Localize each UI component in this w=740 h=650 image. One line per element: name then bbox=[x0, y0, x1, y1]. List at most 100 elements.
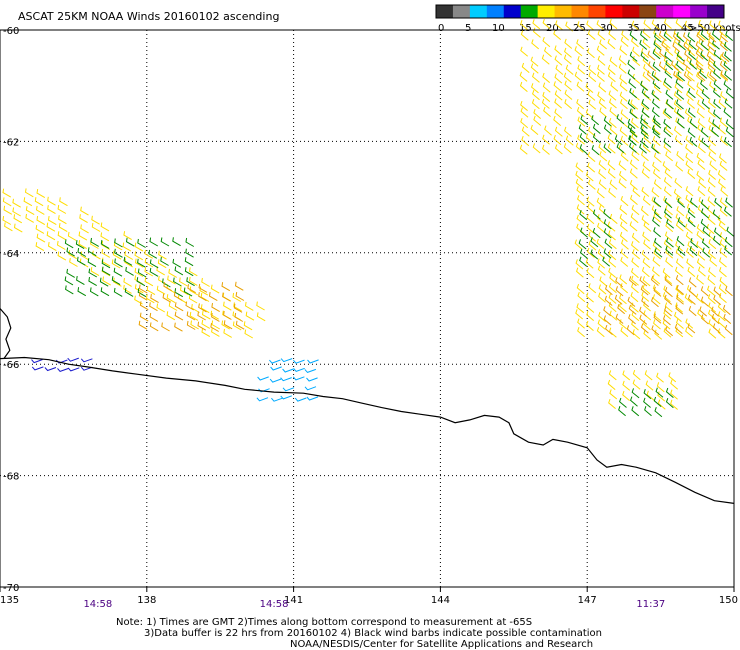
wind-barb bbox=[699, 68, 708, 79]
wind-barb bbox=[696, 31, 705, 42]
wind-barb bbox=[609, 179, 618, 190]
wind-barb bbox=[575, 309, 584, 320]
wind-barb bbox=[200, 292, 210, 302]
wind-barb bbox=[604, 238, 613, 249]
wind-barb bbox=[609, 310, 618, 321]
wind-barb bbox=[687, 266, 696, 277]
wind-barb bbox=[699, 306, 708, 317]
wind-barb bbox=[641, 249, 650, 261]
wind-barb bbox=[542, 36, 551, 48]
wind-barb bbox=[235, 292, 245, 301]
wind-barb bbox=[676, 60, 684, 71]
wind-barb bbox=[588, 126, 596, 137]
wind-barb bbox=[597, 214, 606, 225]
wind-barb bbox=[609, 389, 618, 400]
wind-barb bbox=[663, 31, 672, 42]
wind-barb bbox=[642, 161, 651, 172]
wind-barb bbox=[695, 60, 704, 71]
wind-barb bbox=[608, 249, 617, 261]
wind-barb bbox=[113, 267, 123, 277]
wind-barb bbox=[280, 377, 292, 382]
wind-barb bbox=[713, 295, 722, 306]
wind-barb bbox=[697, 70, 706, 82]
wind-barb bbox=[697, 30, 706, 41]
wind-barb bbox=[78, 240, 87, 250]
wind-barb bbox=[665, 398, 674, 409]
wind-barb bbox=[185, 248, 194, 258]
wind-barb bbox=[282, 387, 295, 392]
wind-barb bbox=[619, 45, 628, 56]
wind-barb bbox=[172, 258, 182, 268]
y-tick-label: -68 bbox=[3, 472, 19, 483]
wind-barb bbox=[668, 372, 677, 383]
wind-barb bbox=[677, 197, 686, 208]
wind-barb bbox=[575, 178, 584, 189]
wind-barb bbox=[711, 313, 720, 325]
wind-barb bbox=[651, 205, 660, 216]
wind-barb bbox=[717, 328, 726, 339]
wind-barb bbox=[690, 237, 699, 248]
wind-barb bbox=[619, 214, 628, 225]
wind-barb bbox=[585, 171, 594, 182]
wind-barb bbox=[221, 282, 231, 292]
wind-barb bbox=[167, 275, 176, 285]
wind-barb bbox=[608, 30, 617, 41]
wind-barb bbox=[269, 359, 281, 364]
wind-barb bbox=[663, 186, 672, 197]
wind-barb bbox=[664, 208, 672, 219]
wind-barb bbox=[576, 303, 585, 314]
wind-barb bbox=[603, 248, 612, 259]
wind-barb bbox=[629, 51, 638, 62]
wind-barb bbox=[124, 287, 134, 297]
wind-barb bbox=[724, 237, 733, 248]
wind-barb bbox=[532, 19, 541, 30]
wind-barb bbox=[304, 368, 317, 373]
wind-barb bbox=[577, 134, 585, 145]
wind-barb bbox=[629, 168, 638, 179]
wind-barb bbox=[282, 368, 294, 373]
wind-barb bbox=[685, 160, 694, 171]
wind-barb bbox=[588, 283, 597, 294]
wind-barb bbox=[724, 51, 732, 62]
colorbar-tick-label: 0 bbox=[438, 23, 444, 34]
wind-barb bbox=[256, 301, 265, 311]
wind-barb bbox=[665, 387, 674, 398]
wind-barb bbox=[629, 88, 638, 99]
wind-barb bbox=[575, 142, 584, 153]
wind-barb bbox=[651, 297, 659, 308]
wind-barb bbox=[174, 322, 183, 332]
wind-barb bbox=[675, 241, 683, 252]
wind-barb bbox=[622, 390, 630, 401]
wind-barb bbox=[686, 285, 695, 296]
wind-barb bbox=[190, 320, 199, 330]
wind-barb bbox=[223, 301, 232, 311]
wind-barb bbox=[719, 197, 728, 208]
wind-barb bbox=[201, 328, 211, 338]
wind-barb bbox=[166, 294, 176, 304]
wind-barb bbox=[662, 109, 671, 120]
wind-barb bbox=[652, 115, 661, 126]
wind-barb bbox=[675, 221, 684, 232]
wind-barb bbox=[652, 294, 661, 305]
wind-barb bbox=[76, 276, 85, 286]
wind-barb bbox=[697, 186, 706, 197]
wind-barb bbox=[656, 382, 665, 393]
wind-barb bbox=[533, 115, 542, 126]
wind-barb bbox=[666, 99, 674, 110]
wind-barb bbox=[609, 273, 618, 285]
wind-barb bbox=[597, 265, 606, 276]
wind-barb bbox=[689, 59, 698, 70]
wind-barb bbox=[652, 124, 661, 135]
wind-barb bbox=[684, 50, 693, 61]
wind-barb bbox=[632, 186, 641, 197]
wind-barb bbox=[67, 367, 80, 372]
wind-barb bbox=[554, 108, 563, 119]
colorbar-tick-label: 15 bbox=[519, 23, 532, 34]
wind-barb bbox=[57, 251, 67, 261]
wind-barb bbox=[719, 247, 728, 258]
wind-barb bbox=[599, 276, 608, 287]
wind-barb bbox=[137, 268, 147, 278]
chart-title: ASCAT 25KM NOAA Winds 20160102 ascending bbox=[18, 10, 279, 23]
wind-barb bbox=[711, 306, 720, 317]
wind-barb bbox=[531, 99, 540, 110]
